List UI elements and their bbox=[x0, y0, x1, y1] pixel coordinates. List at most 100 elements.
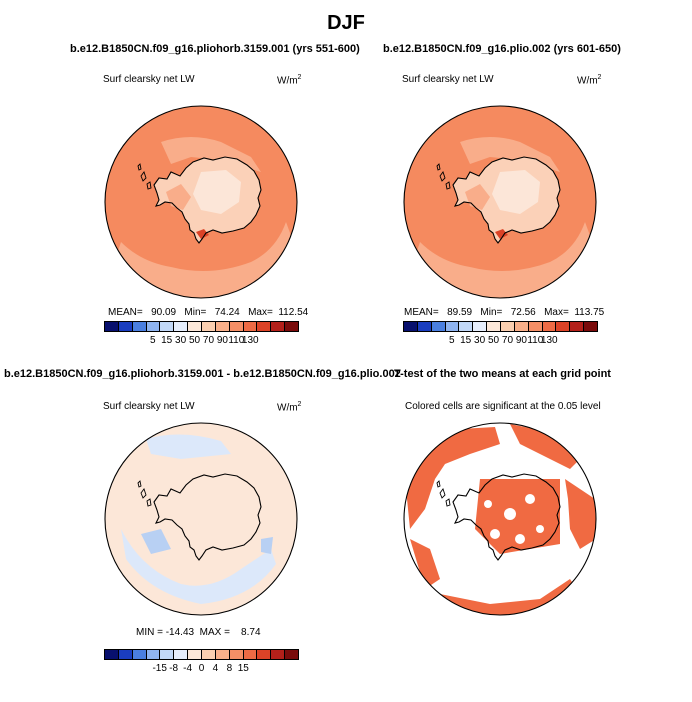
colorbar-swatch bbox=[528, 322, 543, 331]
colorbar-swatch bbox=[132, 650, 147, 659]
colorbar-swatch bbox=[105, 322, 119, 331]
colorbar-tick-label: 30 bbox=[474, 335, 486, 346]
colorbar-tick-label: 4 bbox=[212, 663, 219, 674]
significant-region bbox=[410, 539, 440, 589]
colorbar-tick-label: 8 bbox=[226, 663, 233, 674]
colorbar-swatch bbox=[174, 322, 189, 331]
panel4-title: T-test of the two means at each grid poi… bbox=[394, 368, 611, 380]
colorbar-swatch bbox=[118, 322, 133, 331]
colorbar-swatch bbox=[202, 322, 216, 331]
colorbar-swatch bbox=[271, 322, 286, 331]
island-coastline bbox=[439, 171, 446, 182]
colorbar-swatch bbox=[243, 322, 258, 331]
ice-core bbox=[492, 170, 540, 214]
non-significant-cell bbox=[490, 529, 500, 539]
non-significant-cell bbox=[484, 500, 492, 508]
colorbar-tick-label: 70 bbox=[501, 335, 514, 346]
island-coastline bbox=[146, 181, 152, 190]
panel1-map bbox=[104, 105, 298, 299]
colorbar-tick-label: 110 bbox=[228, 335, 245, 346]
colorbar-tick-label: 0 bbox=[198, 663, 205, 674]
colorbar-swatch bbox=[417, 322, 432, 331]
colorbar-swatch bbox=[215, 322, 230, 331]
colorbar-swatch bbox=[118, 650, 133, 659]
island-coastline bbox=[140, 488, 147, 499]
colorbar-tick-label: 15 bbox=[460, 335, 472, 346]
colorbar-tick-label: 130 bbox=[241, 335, 259, 346]
ocean-band bbox=[410, 222, 596, 298]
colorbar-swatch bbox=[445, 322, 460, 331]
island-coastline bbox=[445, 498, 451, 507]
panel2-subtitle: Surf clearsky net LW bbox=[402, 74, 494, 85]
colorbar-tick-label: -8 bbox=[169, 663, 179, 674]
panel3-units: W/m2 bbox=[277, 401, 302, 414]
island-coastline bbox=[140, 171, 147, 182]
colorbar-swatch bbox=[202, 650, 216, 659]
colorbar-swatch bbox=[514, 322, 529, 331]
colorbar-tick-label: 90 bbox=[216, 335, 228, 346]
panel2-map bbox=[403, 105, 597, 299]
colorbar-swatch bbox=[570, 322, 585, 331]
colorbar-swatch bbox=[160, 650, 175, 659]
cooler-patch bbox=[261, 537, 273, 554]
colorbar-tick-label: -15 bbox=[152, 663, 167, 674]
antarctica-coastline bbox=[153, 156, 262, 244]
panel1-units: W/m2 bbox=[277, 74, 302, 87]
colorbar-swatch bbox=[285, 322, 299, 331]
colorbar-swatch bbox=[105, 650, 119, 659]
colorbar-tick-label: 50 bbox=[188, 335, 201, 346]
panel1-colorbar bbox=[104, 321, 299, 332]
warm-spot bbox=[495, 229, 508, 239]
colorbar-swatch bbox=[459, 322, 474, 331]
colorbar-tick-label: 90 bbox=[515, 335, 527, 346]
panel3-stats: MIN = -14.43 MAX = 8.74 bbox=[136, 627, 261, 638]
panel1-title: b.e12.B1850CN.f09_g16.pliohorb.3159.001 … bbox=[70, 43, 360, 55]
map-boundary bbox=[104, 422, 298, 616]
colorbar-swatch bbox=[160, 322, 175, 331]
colorbar-tick-label: 70 bbox=[202, 335, 215, 346]
colorbar-swatch bbox=[473, 322, 488, 331]
antarctica-coastline bbox=[153, 473, 262, 561]
colorbar-tick-label: 50 bbox=[487, 335, 500, 346]
colorbar-swatch bbox=[501, 322, 515, 331]
panel3-subtitle: Surf clearsky net LW bbox=[103, 401, 195, 412]
colorbar-tick-label: 15 bbox=[161, 335, 173, 346]
colorbar-swatch bbox=[132, 322, 147, 331]
panel2-colorbar bbox=[403, 321, 598, 332]
colorbar-swatch bbox=[188, 322, 203, 331]
figure-title: DJF bbox=[327, 12, 365, 34]
colorbar-swatch bbox=[146, 650, 161, 659]
warm-spot bbox=[196, 229, 209, 239]
panel3-map bbox=[104, 422, 298, 616]
significant-region bbox=[565, 479, 596, 549]
island-coastline bbox=[445, 181, 451, 190]
colorbar-tick-label: 130 bbox=[540, 335, 558, 346]
colorbar-tick-label: 5 bbox=[149, 335, 156, 346]
island-coastline bbox=[436, 163, 441, 171]
non-significant-cell bbox=[525, 494, 535, 504]
panel2-units: W/m2 bbox=[577, 74, 602, 87]
colorbar-swatch bbox=[431, 322, 446, 331]
colorbar-swatch bbox=[174, 650, 189, 659]
map-boundary bbox=[104, 105, 298, 299]
ice-core bbox=[193, 170, 241, 214]
colorbar-tick-label: 5 bbox=[448, 335, 455, 346]
non-significant-cell bbox=[536, 525, 544, 533]
colorbar-swatch bbox=[404, 322, 418, 331]
map-boundary bbox=[403, 422, 597, 616]
island-coastline bbox=[137, 480, 142, 488]
colorbar-swatch bbox=[146, 322, 161, 331]
colorbar-swatch bbox=[215, 650, 230, 659]
colorbar-swatch bbox=[285, 650, 299, 659]
colorbar-swatch bbox=[257, 650, 272, 659]
panel4-map bbox=[403, 422, 597, 616]
colorbar-swatch bbox=[229, 650, 244, 659]
colorbar-swatch bbox=[556, 322, 571, 331]
panel1-subtitle: Surf clearsky net LW bbox=[103, 74, 195, 85]
colorbar-tick-label: 30 bbox=[175, 335, 187, 346]
colorbar-swatch bbox=[257, 322, 272, 331]
cool-band bbox=[121, 529, 276, 604]
antarctica-coastline bbox=[452, 473, 561, 561]
colorbar-swatch bbox=[271, 650, 286, 659]
island-coastline bbox=[439, 488, 446, 499]
